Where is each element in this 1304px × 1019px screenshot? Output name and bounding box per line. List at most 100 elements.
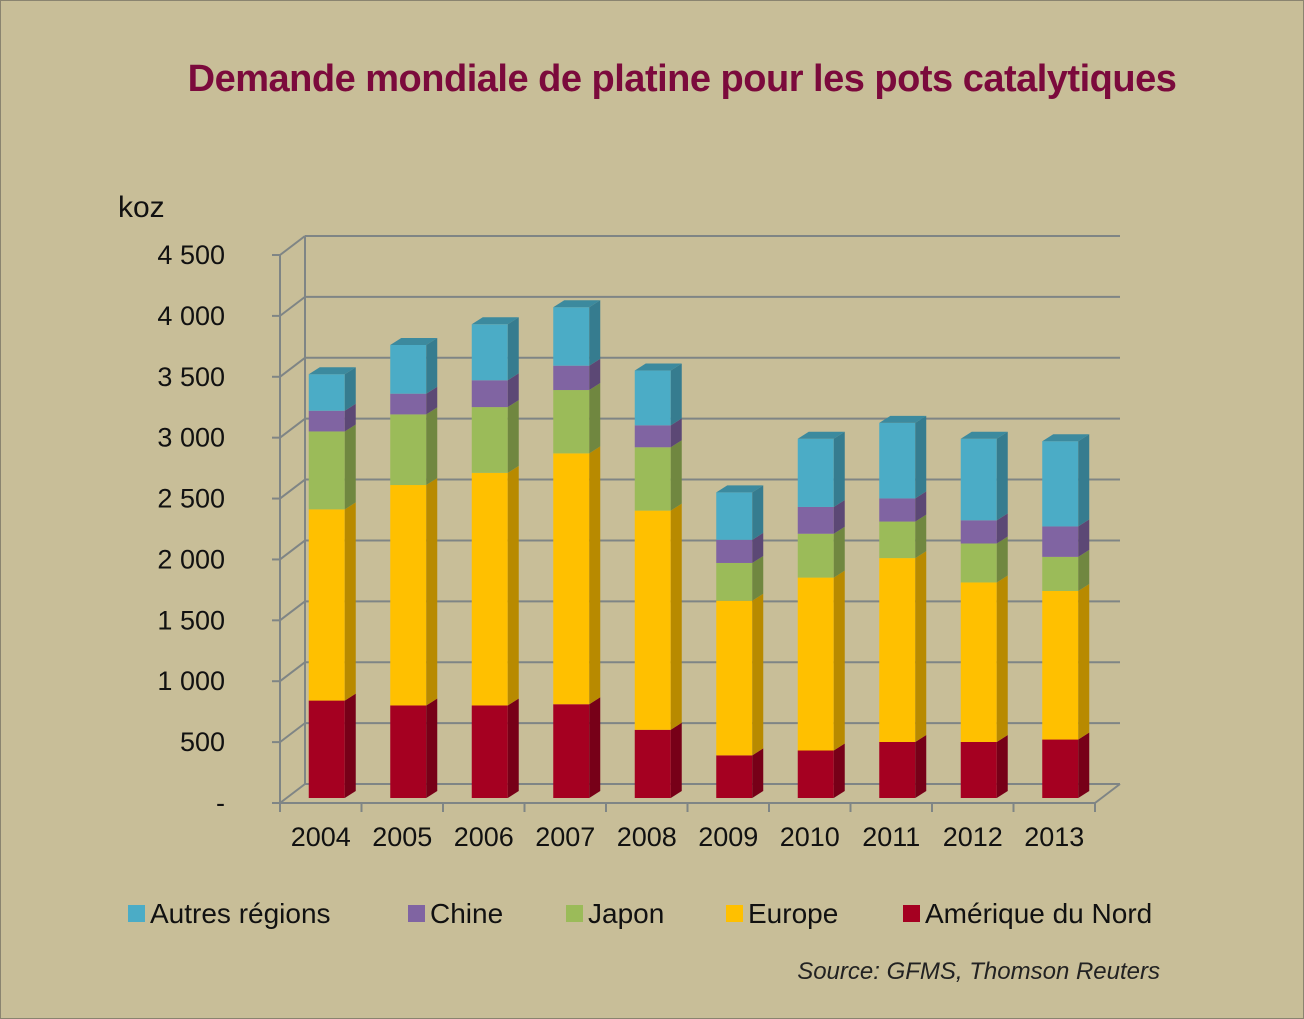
bar-japon-2008 [634, 447, 671, 511]
bar-autres-r-gions-2004 [308, 374, 345, 411]
bar-japon-2006 [471, 407, 508, 473]
bar-japon-2006-side [507, 400, 519, 473]
bar-europe-2013-side [1078, 583, 1090, 740]
legend-swatch [408, 905, 425, 922]
bar-japon-2007 [553, 390, 590, 454]
bar-japon-2004 [308, 431, 345, 510]
bar-am-rique-du-nord-2006-side [507, 698, 519, 798]
bar-chine-2008 [634, 425, 671, 448]
bar-autres-r-gions-2005 [390, 344, 427, 394]
y-tick-label: 1 500 [157, 605, 225, 635]
bar-am-rique-du-nord-2010 [797, 750, 834, 798]
gridline-side [279, 478, 306, 500]
source-note: Source: GFMS, Thomson Reuters [797, 958, 1160, 985]
floor-edge [1094, 783, 1121, 804]
gridline-side [279, 356, 306, 378]
bar-am-rique-du-nord-2007 [553, 704, 590, 798]
legend-swatch [128, 905, 145, 922]
bar-japon-2010 [797, 533, 834, 578]
bar-europe-2012-side [996, 575, 1008, 742]
bar-autres-r-gions-2011-side [915, 415, 927, 499]
bar-autres-r-gions-2007 [553, 307, 590, 366]
bar-chine-2010 [797, 506, 834, 534]
bar-europe-2011-side [915, 551, 927, 742]
gridline-side [279, 600, 306, 622]
bar-chine-2011-side [915, 491, 927, 522]
bar-chine-2007-side [589, 358, 601, 391]
bar-japon-2009 [716, 562, 753, 601]
legend-label: Amérique du Nord [925, 898, 1152, 929]
bar-autres-r-gions-2006-top [471, 317, 519, 325]
bar-am-rique-du-nord-2011 [879, 741, 916, 798]
y-tick-label: 1 000 [157, 666, 225, 696]
bar-autres-r-gions-2010-side [833, 431, 845, 507]
x-tick-label: 2011 [862, 822, 920, 852]
legend-label: Japon [588, 898, 664, 929]
bar-autres-r-gions-2010-top [797, 431, 845, 439]
y-tick-label: 2 000 [157, 544, 225, 574]
bar-europe-2006-side [507, 465, 519, 706]
bar-autres-r-gions-2012 [960, 438, 997, 521]
gridline-side [279, 539, 306, 561]
chart-title: Demande mondiale de platine pour les pot… [187, 58, 1177, 100]
bar-japon-2011 [879, 521, 916, 559]
bar-autres-r-gions-2009 [716, 492, 753, 540]
bar-am-rique-du-nord-2006 [471, 705, 508, 798]
bar-europe-2004-side [344, 502, 356, 701]
bar-am-rique-du-nord-2008-side [670, 722, 682, 798]
gridline-side [279, 235, 306, 256]
gridline-side [279, 417, 306, 439]
bar-autres-r-gions-2013-side [1078, 434, 1090, 527]
bar-europe-2006 [471, 472, 508, 706]
bar-europe-2005 [390, 485, 427, 706]
bar-autres-r-gions-2012-side [996, 431, 1008, 521]
bar-japon-2013 [1042, 556, 1079, 591]
bar-chine-2012-side [996, 513, 1008, 544]
legend-label: Europe [748, 898, 838, 929]
bar-chine-2006-side [507, 373, 519, 408]
gridline-side [279, 783, 306, 804]
bar-am-rique-du-nord-2012-side [996, 734, 1008, 798]
bar-japon-2010-side [833, 526, 845, 578]
bar-europe-2011 [879, 558, 916, 742]
bar-europe-2004 [308, 509, 345, 701]
bar-am-rique-du-nord-2009-side [752, 748, 764, 798]
bar-chine-2009 [716, 539, 753, 563]
bar-autres-r-gions-2007-top [553, 300, 601, 308]
bar-chine-2004-side [344, 403, 356, 432]
bar-autres-r-gions-2004-top [308, 367, 356, 375]
x-tick-label: 2012 [943, 822, 1003, 852]
bar-am-rique-du-nord-2004-side [344, 693, 356, 798]
bar-am-rique-du-nord-2009 [716, 755, 753, 798]
y-tick-label: 2 500 [157, 484, 225, 514]
bar-europe-2010-side [833, 570, 845, 751]
bar-autres-r-gions-2009-top [716, 485, 764, 493]
bar-chine-2010-side [833, 499, 845, 534]
bar-chine-2011 [879, 498, 916, 522]
bar-europe-2007-side [589, 446, 601, 705]
x-tick-label: 2009 [698, 822, 758, 852]
bar-autres-r-gions-2008 [634, 370, 671, 426]
bar-autres-r-gions-2013 [1042, 441, 1079, 527]
bar-europe-2012 [960, 582, 997, 742]
y-tick-label: 3 500 [157, 362, 225, 392]
bar-am-rique-du-nord-2012 [960, 741, 997, 798]
legend-swatch [726, 905, 743, 922]
bar-am-rique-du-nord-2004 [308, 700, 345, 798]
bar-autres-r-gions-2008-side [670, 363, 682, 426]
bar-chine-2007 [553, 365, 590, 391]
bar-chine-2013 [1042, 526, 1079, 557]
bar-chine-2013-side [1078, 519, 1090, 557]
bar-autres-r-gions-2008-top [634, 363, 682, 371]
bar-chine-2004 [308, 410, 345, 432]
bar-chine-2005-side [426, 386, 438, 415]
legend-label: Chine [430, 898, 503, 929]
bar-am-rique-du-nord-2010-side [833, 743, 845, 798]
legend-swatch [903, 905, 920, 922]
bar-europe-2007 [553, 453, 590, 705]
bar-japon-2007-side [589, 383, 601, 454]
bar-europe-2008 [634, 510, 671, 730]
bar-europe-2008-side [670, 503, 682, 730]
bar-chine-2009-side [752, 532, 764, 563]
bar-autres-r-gions-2005-top [390, 337, 438, 345]
